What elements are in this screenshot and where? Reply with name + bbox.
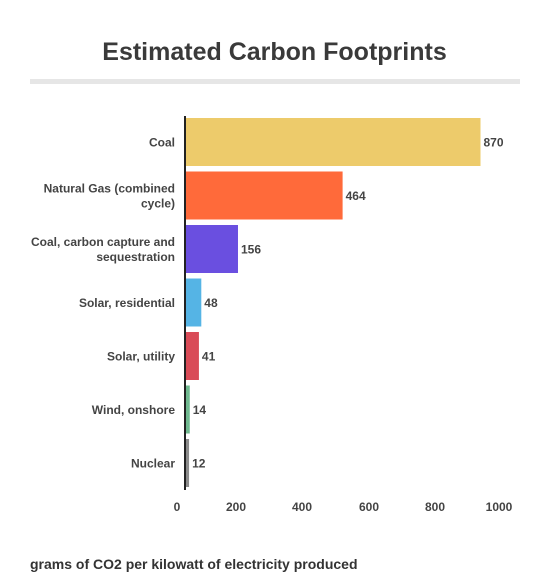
category-label-5: Wind, onshore	[92, 403, 176, 417]
data-label-2: 156	[241, 243, 261, 257]
category-label-0: Coal	[149, 136, 175, 150]
data-label-4: 41	[202, 350, 216, 364]
chart-title: Estimated Carbon Footprints	[102, 38, 447, 66]
category-label-1-0: Natural Gas (combined	[44, 182, 175, 196]
bar-6	[185, 439, 190, 487]
data-label-6: 12	[192, 457, 206, 471]
x-axis-label: grams of CO2 per kilowatt of electricity…	[30, 556, 358, 572]
data-label-0: 870	[484, 136, 504, 150]
category-label-2-1: sequestration	[96, 250, 175, 264]
bar-2	[185, 225, 238, 273]
x-tick-label-800: 800	[425, 500, 445, 514]
bar-5	[185, 385, 190, 434]
bar-3	[185, 278, 202, 327]
title-divider	[30, 79, 520, 84]
bar-1	[185, 171, 343, 220]
data-label-3: 48	[204, 296, 218, 310]
bar-0	[185, 118, 481, 166]
x-tick-label-1000: 1000	[486, 500, 513, 514]
category-label-4: Solar, utility	[107, 350, 175, 364]
category-label-2-0: Coal, carbon capture and	[31, 235, 175, 249]
bar-4	[185, 332, 199, 380]
x-tick-label-200: 200	[226, 500, 246, 514]
data-label-5: 14	[193, 403, 207, 417]
data-label-1: 464	[346, 189, 366, 203]
x-tick-label-0: 0	[174, 500, 181, 514]
category-label-3: Solar, residential	[79, 296, 175, 310]
x-tick-label-400: 400	[292, 500, 312, 514]
category-label-6: Nuclear	[131, 457, 175, 471]
x-tick-label-600: 600	[359, 500, 379, 514]
category-label-1-1: cycle)	[141, 197, 175, 211]
